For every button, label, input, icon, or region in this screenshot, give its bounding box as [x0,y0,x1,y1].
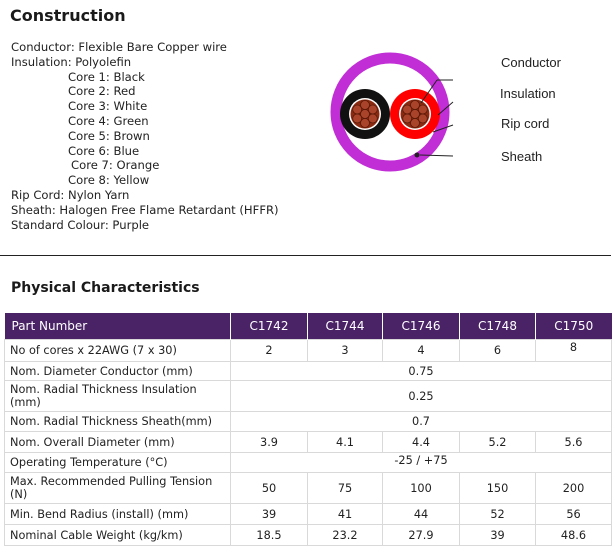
row-label: Operating Temperature (°C) [4,452,231,473]
table-row: Nom. Overall Diameter (mm) 3.9 4.1 4.4 5… [4,431,612,453]
table-cell-merged: 0.75 [230,361,612,381]
table-cell: 39 [459,524,536,546]
table-row: Nom. Radial Thickness Insulation (mm) 0.… [4,380,612,412]
row-label: Nom. Overall Diameter (mm) [4,431,231,453]
row-label: Min. Bend Radius (install) (mm) [4,503,231,525]
spec-core-6: Core 6: Blue [68,143,140,158]
table-header-row: Part Number C1742 C1744 C1746 C1748 C175… [4,313,612,340]
table-cell: 5.6 [535,431,612,453]
table-row: Nom. Diameter Conductor (mm) 0.75 [4,361,612,381]
table-cell: 8 [535,339,612,362]
spec-rip-cord: Rip Cord: Nylon Yarn [11,187,130,202]
table-cell: 23.2 [307,524,383,546]
table-cell: 4 [382,339,460,362]
spec-sheath: Sheath: Halogen Free Flame Retardant (HF… [11,202,279,217]
header-part-c1748: C1748 [459,313,536,340]
spec-core-5: Core 5: Brown [68,128,150,143]
spec-core-4: Core 4: Green [68,113,149,128]
sheath-ring [330,52,450,172]
table-cell-merged: 0.7 [230,411,612,432]
table-cell: 75 [307,472,383,504]
spec-core-1: Core 1: Black [68,69,145,84]
table-cell: 4.1 [307,431,383,453]
leader-lines [419,79,454,157]
row-label: Nom. Radial Thickness Insulation (mm) [4,380,231,412]
cable-cross-section-diagram: Conductor Insulation Rip cord Sheath [325,52,616,192]
rip-cord [414,152,420,158]
label-rip-cord: Rip cord [501,116,550,131]
table-cell: 150 [459,472,536,504]
spec-core-3: Core 3: White [68,99,148,114]
spec-core-2: Core 2: Red [68,84,136,99]
table-cell: 200 [535,472,612,504]
table-cell: 5.2 [459,431,536,453]
row-label: Nom. Diameter Conductor (mm) [4,361,231,381]
header-part-c1750: C1750 [535,313,612,340]
table-cell: 41 [307,503,383,525]
table-row: No of cores x 22AWG (7 x 30) 2 3 4 6 8 [4,339,612,362]
physical-characteristics-heading: Physical Characteristics [11,280,200,296]
table-cell: 50 [230,472,308,504]
core-black [340,89,390,139]
label-conductor: Conductor [501,55,561,70]
spec-insulation: Insulation: Polyolefin [11,54,132,69]
physical-characteristics-table: Part Number C1742 C1744 C1746 C1748 C175… [4,313,612,546]
row-label: Nom. Radial Thickness Sheath(mm) [4,411,231,432]
header-part-number: Part Number [4,313,231,340]
table-cell: 2 [230,339,308,362]
section-divider [0,255,611,256]
label-insulation: Insulation [500,86,556,101]
spec-core-8: Core 8: Yellow [68,173,150,188]
construction-heading: Construction [10,6,126,25]
row-label: No of cores x 22AWG (7 x 30) [4,339,231,362]
table-row: Operating Temperature (°C) -25 / +75 [4,452,612,473]
table-cell: 52 [459,503,536,525]
row-label: Max. Recommended Pulling Tension (N) [4,472,231,504]
table-row: Nominal Cable Weight (kg/km) 18.5 23.2 2… [4,524,612,546]
table-cell: 100 [382,472,460,504]
table-cell: 18.5 [230,524,308,546]
spec-standard-colour: Standard Colour: Purple [11,217,150,232]
table-cell: 56 [535,503,612,525]
table-cell: 4.4 [382,431,460,453]
core-red [390,89,440,139]
table-row: Nom. Radial Thickness Sheath(mm) 0.7 [4,411,612,432]
row-label: Nominal Cable Weight (kg/km) [4,524,231,546]
table-row: Min. Bend Radius (install) (mm) 39 41 44… [4,503,612,525]
table-cell: 48.6 [535,524,612,546]
spec-conductor: Conductor: Flexible Bare Copper wire [11,40,227,54]
header-part-c1744: C1744 [307,313,383,340]
header-part-c1746: C1746 [382,313,460,340]
table-cell-merged: 0.25 [230,380,612,412]
header-part-c1742: C1742 [230,313,308,340]
table-cell: 44 [382,503,460,525]
table-cell: 3 [307,339,383,362]
construction-spec-list: Conductor: Flexible Bare Copper wire Ins… [11,40,279,232]
table-cell-merged: -25 / +75 [230,452,612,473]
table-cell: 39 [230,503,308,525]
table-cell: 6 [459,339,536,362]
label-sheath: Sheath [501,149,543,164]
table-row: Max. Recommended Pulling Tension (N) 50 … [4,472,612,504]
cable-cross-section-svg [330,52,454,172]
table-cell: 3.9 [230,431,308,453]
spec-core-7: Core 7: Orange [71,158,160,173]
table-cell: 27.9 [382,524,460,546]
